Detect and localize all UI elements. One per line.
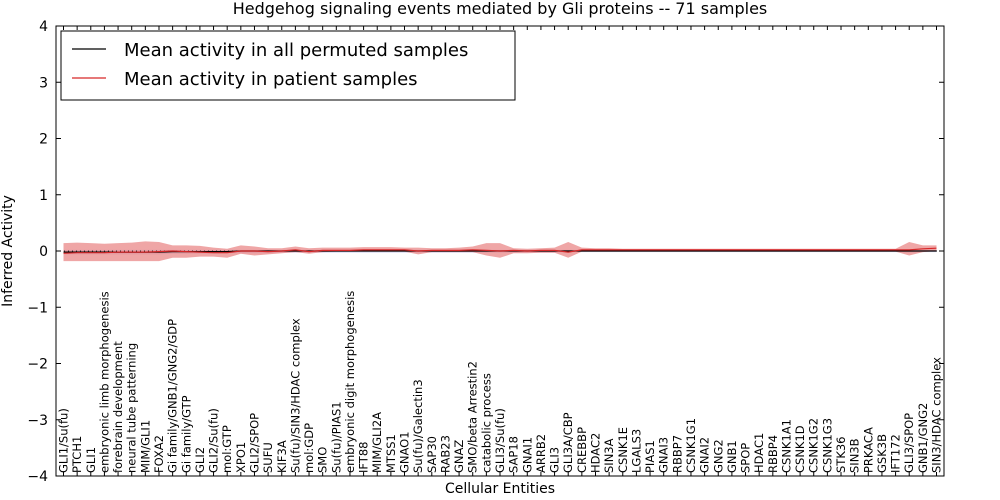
x-tick-label: mol:GDP: [302, 423, 316, 473]
y-tick-label: −2: [27, 357, 48, 373]
y-axis-label: Inferred Activity: [0, 195, 16, 307]
x-tick-label: GLI1/Su(fu): [57, 408, 71, 473]
x-tick-label: SMO: [316, 447, 330, 473]
x-tick-label: GNB1: [725, 440, 739, 473]
x-tick-label: CSNK1E: [616, 427, 630, 473]
legend: Mean activity in all permuted samples Me…: [60, 30, 516, 101]
series-line-1: [63, 247, 937, 254]
x-tick-label: FOXA2: [152, 435, 166, 473]
y-tick-label: −1: [27, 300, 48, 316]
x-tick-label: SIN3/HDAC complex: [930, 357, 944, 473]
x-tick-label: Gi family/GNB1/GNG2/GDP: [166, 319, 180, 473]
x-tick-label: CSNK1G1: [684, 418, 698, 473]
x-tick-label: GLI3/SPOP: [902, 413, 916, 473]
y-tick-label: −4: [27, 469, 48, 485]
x-tick-label: mol:GTP: [220, 425, 234, 473]
legend-label-patient: Mean activity in patient samples: [124, 69, 418, 90]
y-tick-label: 1: [39, 188, 48, 204]
x-tick-label: GNAZ: [452, 440, 466, 473]
x-tick-label: GLI1: [84, 447, 98, 473]
x-tick-label: CSNK1G3: [820, 418, 834, 473]
lines-layer: [63, 247, 937, 254]
y-axis: −4 −3 −2 −1 0 1 2 3 4: [27, 19, 944, 485]
x-tick-label: GNAI2: [698, 437, 712, 473]
x-tick-label: PTCH1: [70, 436, 84, 473]
x-tick-label: MTSS1: [384, 434, 398, 473]
x-tick-label: SAP30: [425, 436, 439, 473]
x-tick-label: KIF3A: [275, 440, 289, 473]
x-tick-label: RBBP7: [670, 435, 684, 473]
x-tick-label: GNB1/GNG2: [916, 403, 930, 473]
y-tick-label: −3: [27, 413, 48, 429]
x-tick-label: Su(fu)/PIAS1: [329, 401, 343, 473]
x-tick-label: GNAI3: [657, 437, 671, 473]
x-tick-label: GLI2/Su(fu): [207, 408, 221, 473]
x-tick-label: IFT88: [357, 442, 371, 473]
y-tick-label: 2: [39, 132, 48, 148]
x-tick-label: CSNK1A1: [780, 419, 794, 473]
x-tick-label: HDAC1: [752, 433, 766, 473]
x-tick-label: ARRB2: [534, 434, 548, 473]
x-tick-label: RAB23: [438, 435, 452, 473]
x-tick-label: SAP18: [507, 436, 521, 473]
x-tick-label: GLI2/SPOP: [248, 413, 262, 473]
x-tick-label: RBBP4: [766, 435, 780, 473]
x-tick-label: catabolic process: [479, 373, 493, 473]
x-tick-label: GNAO1: [398, 431, 412, 473]
chart-title: Hedgehog signaling events mediated by Gl…: [233, 0, 768, 18]
x-tick-label: Gi family/GTP: [179, 395, 193, 473]
x-tick-label: GLI3: [548, 447, 562, 473]
x-tick-label: GLI3/Su(fu): [493, 408, 507, 473]
x-tick-label: SPOP: [739, 443, 753, 473]
x-tick-label: SIN3A: [602, 438, 616, 473]
x-axis: [63, 26, 937, 476]
x-tick-label: Su(fu)/Galectin3: [411, 379, 425, 473]
x-tick-label: Su(fu)/SIN3/HDAC complex: [288, 318, 302, 473]
legend-box: [60, 30, 516, 101]
x-tick-label: CSNK1D: [793, 425, 807, 473]
x-tick-label: PIAS1: [643, 440, 657, 473]
x-tick-label: GNG2: [711, 439, 725, 473]
x-tick-label: PRKACA: [861, 427, 875, 473]
x-tick-label: MIM/GLI2A: [370, 412, 384, 473]
x-tick-label: CREBBP: [575, 427, 589, 473]
x-tick-label: neural tube patterning: [125, 343, 139, 473]
x-tick-label: GSK3B: [875, 434, 889, 473]
x-tick-label: HDAC2: [589, 433, 603, 473]
x-tick-label: MIM/GLI1: [138, 420, 152, 473]
x-tick-label: GNAI1: [520, 437, 534, 473]
x-tick-label: embryonic limb morphogenesis: [97, 291, 111, 473]
x-tick-label: embryonic digit morphogenesis: [343, 291, 357, 473]
x-tick-label: SUFU: [261, 442, 275, 473]
x-tick-label: CSNK1G2: [807, 418, 821, 473]
x-tick-label: STK36: [834, 437, 848, 474]
x-tick-label: SIN3B: [848, 438, 862, 473]
x-tick-labels: GLI1/Su(fu) PTCH1 GLI1 embryonic limb morph…: [57, 291, 944, 473]
x-axis-label: Cellular Entities: [445, 481, 555, 497]
x-tick-label: XPO1: [234, 442, 248, 473]
x-tick-label: LGALS3: [629, 429, 643, 473]
x-tick-label: GLI2: [193, 447, 207, 473]
x-tick-label: IFT172: [889, 434, 903, 473]
y-tick-label: 3: [39, 75, 48, 91]
x-tick-label: forebrain development: [111, 341, 125, 473]
x-tick-label: GLI3A/CBP: [561, 412, 575, 473]
y-tick-label: 0: [39, 244, 48, 260]
y-tick-label: 4: [39, 19, 48, 35]
x-tick-label: SMO/beta Arrestin2: [466, 361, 480, 473]
legend-label-permuted: Mean activity in all permuted samples: [124, 40, 468, 61]
